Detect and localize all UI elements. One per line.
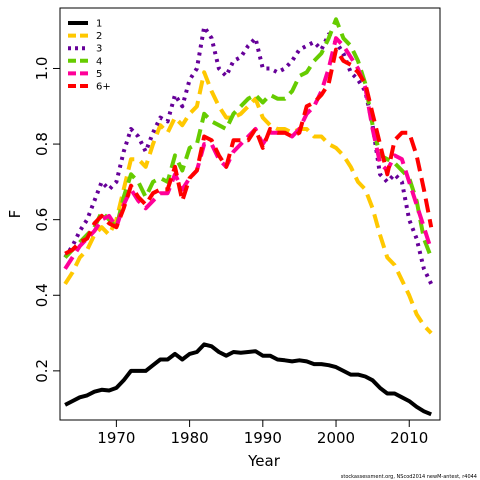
x-tick-label: 1980 <box>171 429 209 447</box>
legend: 12 34 5 6+ <box>68 19 111 93</box>
y-tick-label: 0.4 <box>33 283 51 307</box>
legend-label: 4 <box>96 56 102 67</box>
y-tick-label: 1.0 <box>33 57 51 81</box>
series-line-6plus <box>64 47 434 256</box>
x-tick-label: 1970 <box>97 429 135 447</box>
x-axis-title: Year <box>247 452 281 470</box>
footer-credit: stockassessment.org, NScod2014 newM-ante… <box>341 474 477 480</box>
legend-label: 5 <box>96 69 102 80</box>
plot-frame <box>59 7 441 421</box>
series-line-5 <box>63 36 434 270</box>
legend-label: 3 <box>96 44 102 55</box>
series-line-2 <box>63 70 433 335</box>
legend-label: 2 <box>96 31 102 42</box>
y-tick-label: 0.2 <box>33 359 51 383</box>
series-lines <box>63 17 434 417</box>
legend-label: 6+ <box>96 82 111 93</box>
legend-label: 1 <box>96 19 102 30</box>
x-tick-label: 2010 <box>390 429 428 447</box>
y-axis: 0.2 0.4 0.6 0.8 1.0 <box>33 57 60 383</box>
series-line-1 <box>64 342 432 417</box>
x-tick-label: 1990 <box>244 429 282 447</box>
x-tick-label: 2000 <box>317 429 355 447</box>
y-tick-label: 0.8 <box>33 132 51 156</box>
series-line-3 <box>63 24 434 285</box>
y-axis-title: F <box>6 210 24 219</box>
y-tick-label: 0.6 <box>33 208 51 232</box>
x-axis: 1970 1980 1990 2000 2010 <box>97 420 428 447</box>
